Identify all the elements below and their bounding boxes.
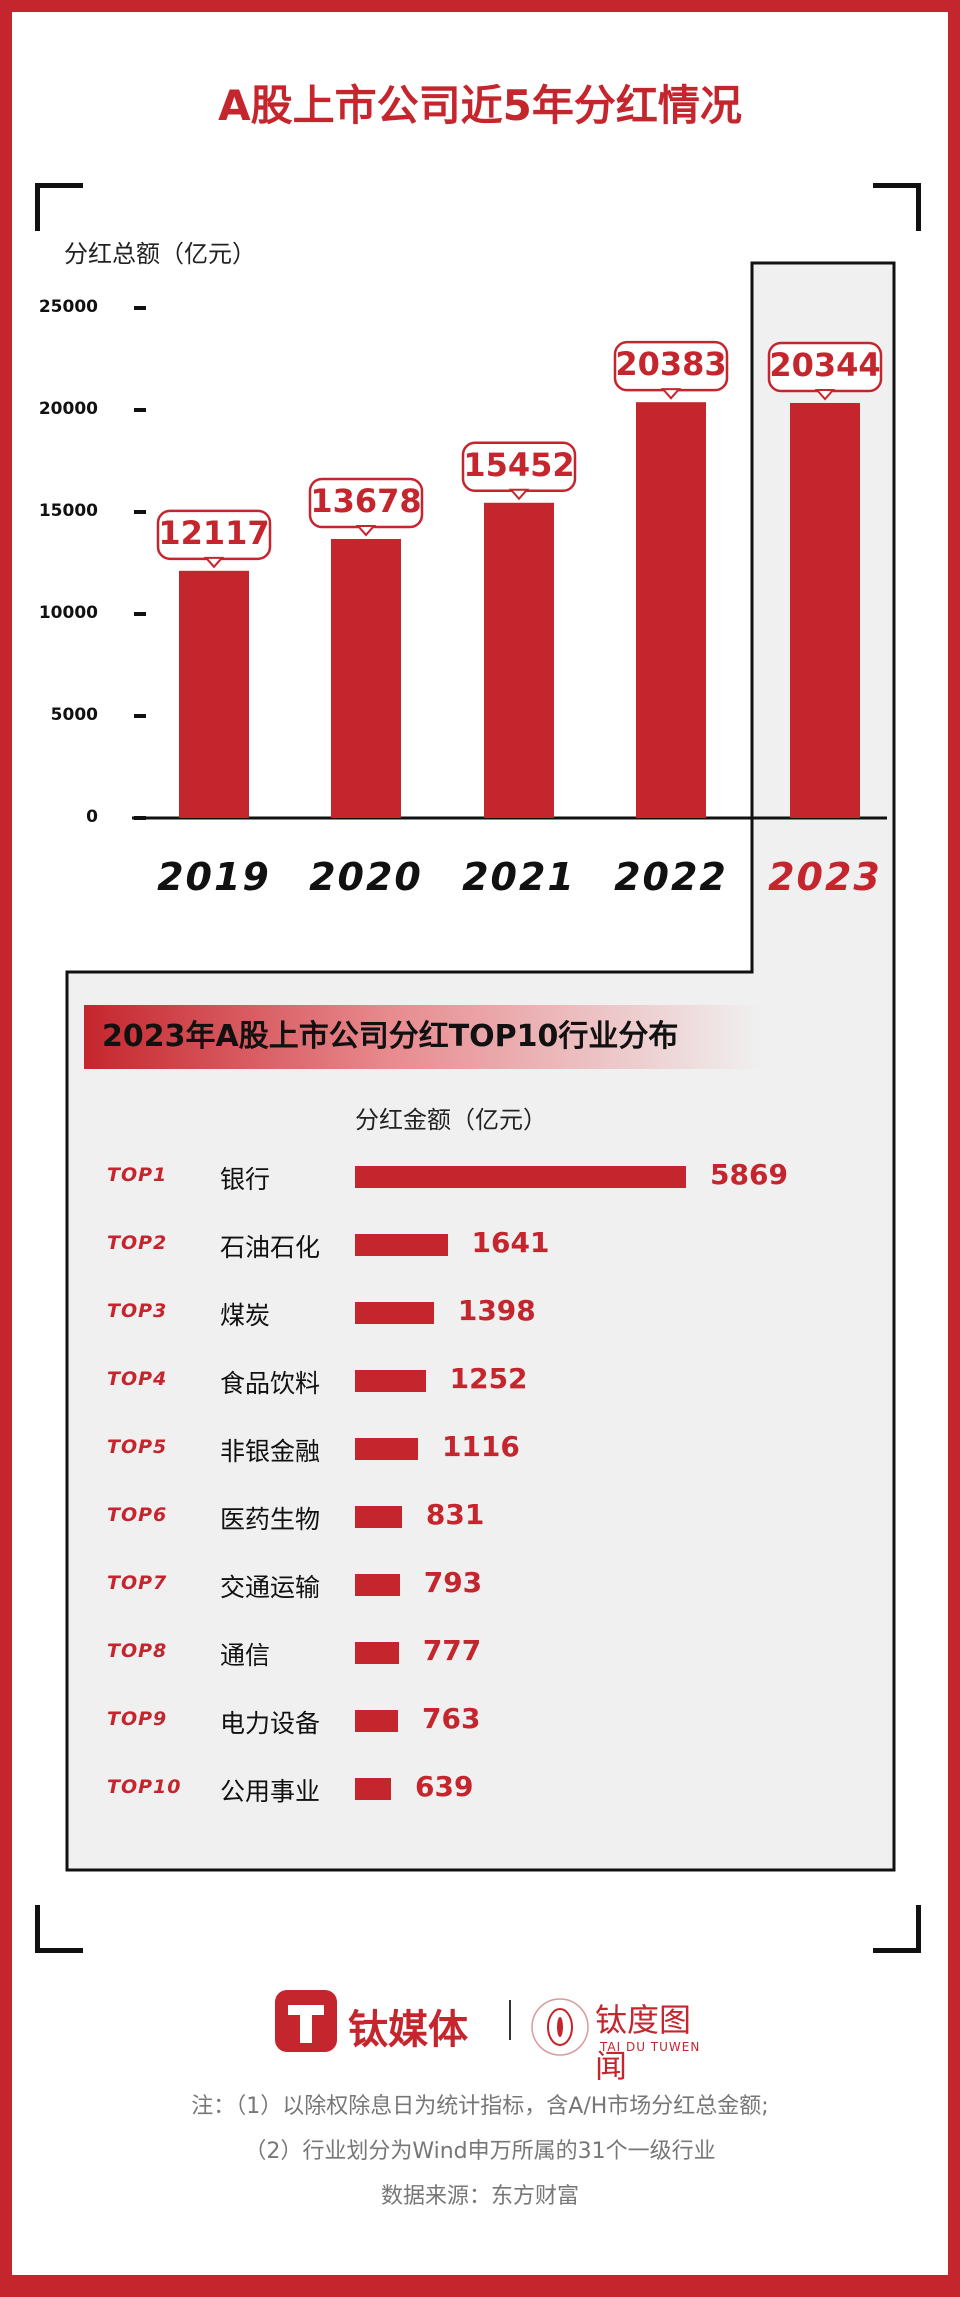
bar-2022 xyxy=(636,402,706,818)
rank-label: TOP6 xyxy=(107,1504,168,1526)
note-2: （2）行业划分为Wind申万所属的31个一级行业 xyxy=(244,2139,716,2164)
industry-bar xyxy=(355,1778,392,1800)
industry-row: TOP4 食品饮料 1252 xyxy=(0,1360,900,1400)
rank-label: TOP7 xyxy=(107,1572,168,1594)
industry-name: 交通运输 xyxy=(220,1573,321,1602)
x-tick-label: 2022 xyxy=(614,855,728,899)
rank-label: TOP9 xyxy=(107,1708,168,1730)
data-label-pointer xyxy=(355,524,377,537)
data-source: 数据来源：东方财富 xyxy=(380,2184,579,2209)
industry-name: 银行 xyxy=(220,1165,271,1194)
industry-bar xyxy=(355,1506,402,1528)
y-tick-label: 15000 xyxy=(38,501,98,521)
industry-row: TOP6 医药生物 831 xyxy=(0,1496,900,1536)
industry-value: 639 xyxy=(415,1770,474,1803)
industry-row: TOP7 交通运输 793 xyxy=(0,1564,900,1604)
bar-2020 xyxy=(331,538,401,818)
bar-2021 xyxy=(484,502,554,818)
industry-value: 1116 xyxy=(441,1430,520,1463)
industry-row: TOP3 煤炭 1398 xyxy=(0,1292,900,1332)
y-tick-label: 5000 xyxy=(50,705,98,725)
industry-row: TOP10 公用事业 639 xyxy=(0,1768,900,1808)
y-tick-label: 25000 xyxy=(38,297,98,317)
y-tick-label: 0 xyxy=(86,807,98,827)
industry-bar xyxy=(355,1574,400,1596)
industry-bar xyxy=(355,1302,434,1324)
industry-bar xyxy=(355,1642,399,1664)
industry-name: 公用事业 xyxy=(220,1777,321,1806)
industry-name: 食品饮料 xyxy=(220,1369,321,1398)
y-tick-label: 20000 xyxy=(38,399,98,419)
corner-bracket xyxy=(873,1905,921,1953)
industry-value: 793 xyxy=(423,1566,483,1599)
y-axis-label: 分红总额（亿元） xyxy=(64,240,256,268)
x-tick-label: 2020 xyxy=(309,855,423,899)
rank-label: TOP5 xyxy=(107,1436,168,1458)
x-tick-label: 2019 xyxy=(157,855,271,899)
rank-label: TOP2 xyxy=(107,1232,168,1254)
logo-icon xyxy=(275,1990,589,2056)
brand-subtitle: TAI DU TUWEN xyxy=(600,2040,701,2054)
brand-name-2: 钛度图闻 xyxy=(595,2001,692,2085)
data-label: 20344 xyxy=(769,345,881,384)
rank-label: TOP8 xyxy=(107,1640,168,1662)
rank-label: TOP3 xyxy=(107,1300,168,1322)
rank-label: TOP4 xyxy=(107,1368,168,1390)
x-tick-label: 2021 xyxy=(462,855,576,899)
industry-row: TOP9 电力设备 763 xyxy=(0,1700,900,1740)
data-label-pointer xyxy=(814,388,836,401)
industry-bar xyxy=(355,1710,399,1732)
industry-bar xyxy=(355,1438,418,1460)
industry-name: 通信 xyxy=(220,1641,271,1670)
industry-row: TOP8 通信 777 xyxy=(0,1632,900,1672)
industry-bar xyxy=(355,1370,426,1392)
note-1: 注：（1）以除权除息日为统计指标，含A/H市场分红总金额; xyxy=(191,2094,769,2119)
section-title: 2023年A股上市公司分红TOP10行业分布 xyxy=(84,1005,762,1069)
dividend-chart xyxy=(65,261,896,1872)
industry-name: 医药生物 xyxy=(220,1505,321,1534)
industry-name: 电力设备 xyxy=(220,1709,321,1738)
rank-label: TOP1 xyxy=(107,1164,168,1186)
industry-value: 1398 xyxy=(457,1294,536,1327)
data-label-pointer xyxy=(508,488,530,501)
rank-label: TOP10 xyxy=(107,1776,182,1798)
industry-value: 5869 xyxy=(710,1158,788,1191)
brand-name: 钛媒体 xyxy=(348,2007,468,2053)
industry-name: 煤炭 xyxy=(220,1301,271,1330)
x-tick-label: 2023 xyxy=(768,855,882,899)
bar-2019 xyxy=(179,570,249,818)
corner-bracket xyxy=(35,1905,83,1953)
x-axis-label: 分红金额（亿元） xyxy=(355,1106,547,1134)
data-label: 12117 xyxy=(158,513,270,552)
logo-area: 钛媒体 钛度图闻 TAI DU TUWEN xyxy=(270,1985,710,2085)
page-title: A股上市公司近5年分红情况 xyxy=(218,81,742,130)
industry-value: 1641 xyxy=(471,1226,550,1259)
corner-bracket xyxy=(35,183,83,231)
bar-2023 xyxy=(790,402,860,818)
industry-row: TOP1 银行 5869 xyxy=(0,1156,900,1196)
industry-value: 777 xyxy=(422,1634,482,1667)
industry-bar xyxy=(355,1234,448,1256)
industry-bar xyxy=(355,1166,686,1188)
y-tick-label: 10000 xyxy=(38,603,98,623)
industry-value: 763 xyxy=(422,1702,481,1735)
data-label-pointer xyxy=(660,388,682,400)
industry-value: 1252 xyxy=(449,1362,528,1395)
data-label: 20383 xyxy=(615,345,727,384)
industry-name: 石油石化 xyxy=(220,1233,321,1262)
industry-row: TOP5 非银金融 1116 xyxy=(0,1428,900,1468)
data-label: 15452 xyxy=(463,445,575,484)
data-label-pointer xyxy=(203,556,225,569)
corner-bracket xyxy=(873,183,921,231)
data-label: 13678 xyxy=(310,481,422,520)
industry-row: TOP2 石油石化 1641 xyxy=(0,1224,900,1264)
industry-name: 非银金融 xyxy=(220,1437,321,1466)
industry-value: 831 xyxy=(425,1498,485,1531)
